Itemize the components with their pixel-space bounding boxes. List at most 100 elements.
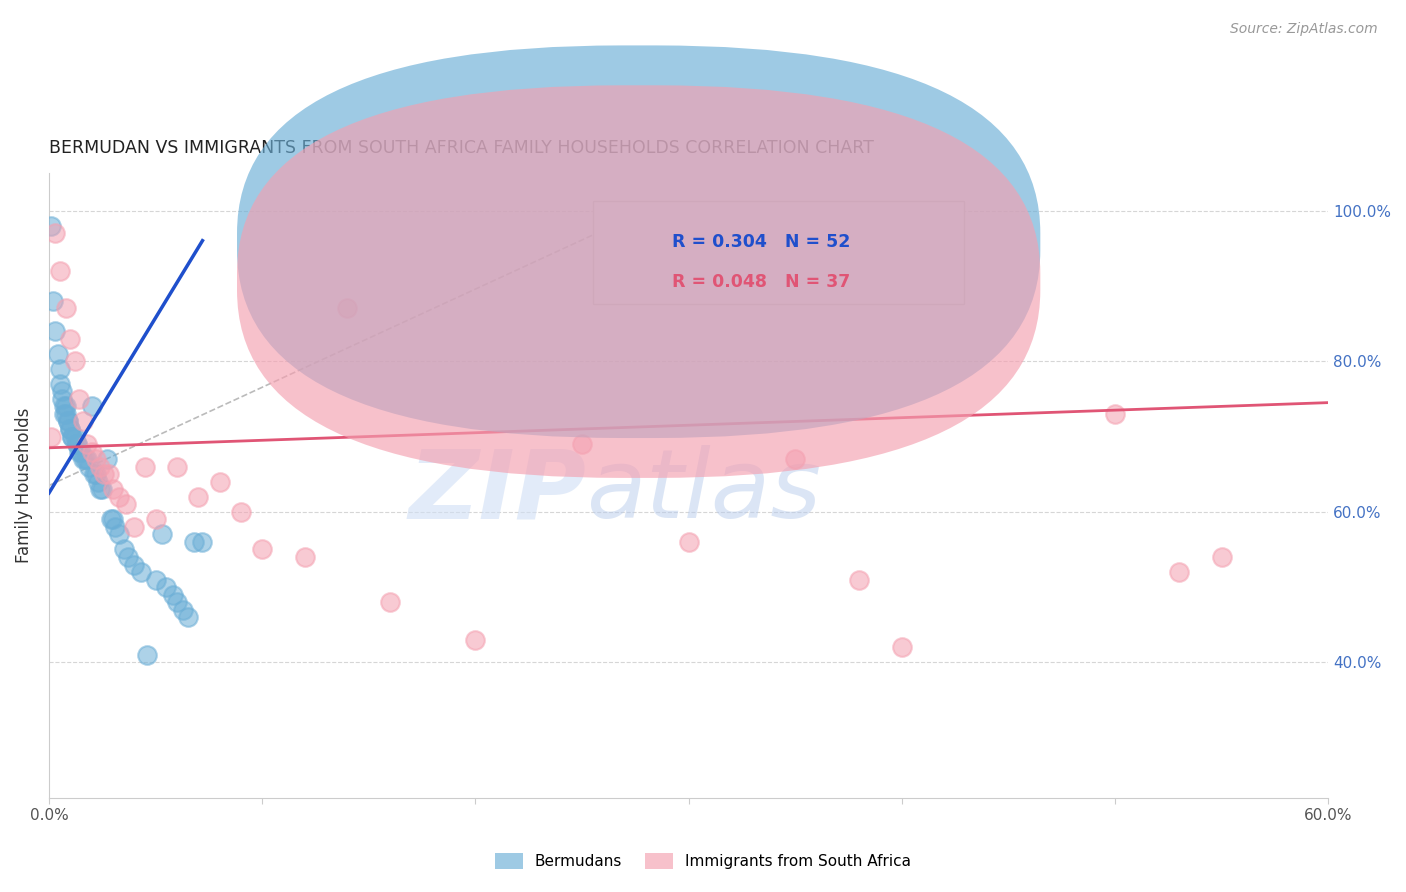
Point	[101, 482, 124, 496]
Point	[39, 219, 62, 233]
Point	[76, 452, 98, 467]
Point	[122, 558, 145, 572]
FancyBboxPatch shape	[592, 201, 963, 304]
Point	[464, 632, 486, 647]
Point	[129, 565, 152, 579]
Point	[336, 301, 359, 316]
Point	[63, 429, 86, 443]
Point	[166, 595, 188, 609]
Point	[122, 520, 145, 534]
Point	[46, 346, 69, 360]
Point	[56, 414, 79, 428]
Point	[155, 580, 177, 594]
Point	[83, 467, 105, 482]
FancyBboxPatch shape	[238, 86, 1040, 478]
Point	[890, 640, 912, 655]
Point	[117, 549, 139, 564]
Point	[59, 422, 82, 436]
Point	[166, 459, 188, 474]
Point	[134, 459, 156, 474]
Point	[183, 535, 205, 549]
Point	[1211, 549, 1233, 564]
Legend: Bermudans, Immigrants from South Africa: Bermudans, Immigrants from South Africa	[489, 847, 917, 875]
Point	[44, 324, 66, 338]
Point	[51, 392, 73, 406]
Point	[75, 452, 97, 467]
Point	[208, 475, 231, 489]
Point	[93, 467, 115, 482]
Point	[187, 490, 209, 504]
Point	[59, 332, 82, 346]
Point	[51, 384, 73, 399]
Point	[87, 475, 110, 489]
Point	[66, 437, 89, 451]
Point	[84, 467, 107, 482]
Point	[785, 452, 807, 467]
Text: R = 0.048   N = 37: R = 0.048 N = 37	[672, 273, 851, 291]
Point	[48, 376, 70, 391]
Point	[172, 603, 194, 617]
Point	[84, 452, 107, 467]
Point	[145, 573, 167, 587]
Point	[66, 437, 89, 451]
Point	[108, 527, 131, 541]
Point	[101, 512, 124, 526]
Point	[1167, 565, 1189, 579]
Point	[96, 452, 118, 467]
Point	[67, 444, 90, 458]
FancyBboxPatch shape	[238, 45, 1040, 438]
Text: ZIP: ZIP	[408, 445, 586, 538]
Point	[145, 512, 167, 526]
Point	[62, 429, 84, 443]
Point	[55, 407, 77, 421]
Point	[63, 354, 86, 368]
Point	[1104, 407, 1126, 421]
Point	[89, 459, 111, 474]
Point	[848, 573, 870, 587]
Point	[108, 490, 131, 504]
Point	[59, 422, 82, 436]
Text: Source: ZipAtlas.com: Source: ZipAtlas.com	[1230, 22, 1378, 37]
Text: R = 0.304   N = 52: R = 0.304 N = 52	[672, 233, 851, 251]
Point	[678, 535, 700, 549]
Point	[52, 400, 75, 414]
Point	[80, 444, 103, 458]
Point	[72, 414, 94, 428]
Point	[89, 482, 111, 496]
Point	[70, 444, 93, 458]
Point	[112, 542, 135, 557]
Point	[378, 595, 401, 609]
Point	[250, 542, 273, 557]
Point	[150, 527, 173, 541]
Point	[80, 400, 103, 414]
Point	[114, 497, 136, 511]
Point	[39, 429, 62, 443]
Point	[104, 520, 127, 534]
Point	[56, 414, 79, 428]
Point	[72, 452, 94, 467]
Point	[79, 459, 101, 474]
Point	[42, 293, 65, 308]
Text: atlas: atlas	[586, 445, 821, 538]
Point	[162, 588, 184, 602]
Point	[67, 392, 90, 406]
Point	[48, 361, 70, 376]
Point	[191, 535, 214, 549]
Point	[44, 226, 66, 240]
Point	[294, 549, 316, 564]
Point	[229, 505, 252, 519]
Point	[55, 301, 77, 316]
Point	[62, 429, 84, 443]
Point	[52, 407, 75, 421]
Point	[48, 264, 70, 278]
Point	[571, 437, 593, 451]
Point	[76, 437, 98, 451]
Point	[91, 482, 114, 496]
Text: BERMUDAN VS IMMIGRANTS FROM SOUTH AFRICA FAMILY HOUSEHOLDS CORRELATION CHART: BERMUDAN VS IMMIGRANTS FROM SOUTH AFRICA…	[49, 139, 875, 158]
Point	[176, 610, 198, 624]
Point	[100, 512, 122, 526]
Point	[136, 648, 159, 662]
Point	[55, 400, 77, 414]
Point	[97, 467, 120, 482]
Y-axis label: Family Households: Family Households	[15, 408, 32, 563]
